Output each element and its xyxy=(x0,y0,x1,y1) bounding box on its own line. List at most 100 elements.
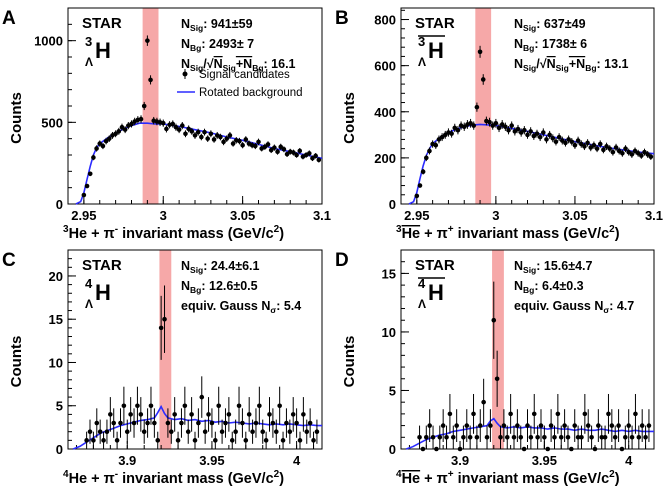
signal-point xyxy=(484,434,490,440)
signal-point xyxy=(552,434,557,440)
x-axis-label: 4He + π- invariant mass (GeV/c2) xyxy=(63,469,284,487)
x-tick-label: 3.1 xyxy=(313,208,331,223)
signal-point xyxy=(496,125,502,131)
stat-subscript: σ xyxy=(603,305,609,315)
y-tick-label: 5 xyxy=(389,383,396,398)
signal-point xyxy=(219,429,225,434)
signal-point xyxy=(257,403,262,409)
signal-window-band xyxy=(475,8,492,204)
signal-point xyxy=(290,412,296,417)
x-label-mass-number: 4 xyxy=(396,469,402,480)
signal-point xyxy=(548,423,554,428)
signal-point xyxy=(626,149,631,155)
signal-point xyxy=(240,142,245,148)
signal-point xyxy=(267,412,272,417)
stat-sqrt-sub1: Sig xyxy=(223,63,236,73)
stat-line: NSig: 15.6±4.7 xyxy=(514,259,593,275)
x-label-mass-number: 3 xyxy=(63,224,69,235)
signal-point xyxy=(569,139,575,145)
signal-point xyxy=(512,129,518,134)
x-axis-label: 3He + π- invariant mass (GeV/c2) xyxy=(63,224,284,242)
y-tick-label: 5 xyxy=(56,399,63,414)
signal-point xyxy=(205,136,210,141)
signal-point xyxy=(547,132,552,138)
stat-label: equiv. Gauss N xyxy=(514,299,603,313)
signal-point xyxy=(128,412,133,417)
signal-point xyxy=(545,446,551,452)
signal-point xyxy=(544,137,549,142)
signal-point xyxy=(164,126,169,132)
signal-point xyxy=(503,124,508,130)
signal-point xyxy=(262,144,268,150)
stat-subscript: Sig xyxy=(190,23,203,33)
signal-point xyxy=(620,150,625,156)
signal-point xyxy=(307,151,312,156)
signal-point xyxy=(471,123,477,128)
x-label-mass-number: 4 xyxy=(63,469,69,480)
stat-line: NBg: 1738± 6 xyxy=(514,37,587,53)
signal-point xyxy=(94,146,99,151)
particle-symbol: H xyxy=(428,280,444,305)
x-label-helium: He xyxy=(402,471,421,487)
signal-point xyxy=(211,137,217,142)
signal-point xyxy=(179,420,184,426)
x-label-pion-charge: + xyxy=(448,224,454,235)
signal-point xyxy=(481,399,486,405)
signal-point xyxy=(420,169,426,175)
stat-sqrt-sub1: Sig xyxy=(556,63,569,73)
signal-point xyxy=(148,403,154,409)
signal-point xyxy=(273,429,279,434)
signal-point xyxy=(434,446,439,452)
panel-letter: C xyxy=(2,250,16,271)
stat-label: N xyxy=(514,37,523,51)
signal-point xyxy=(427,148,432,154)
star-label: STAR xyxy=(415,15,455,32)
signal-point xyxy=(490,123,496,128)
x-label-end: ) xyxy=(279,471,284,487)
signal-point xyxy=(138,116,144,122)
signal-point xyxy=(185,429,191,434)
signal-point xyxy=(607,146,613,151)
signal-point xyxy=(158,325,164,331)
signal-point xyxy=(268,147,274,153)
x-label-pion: π xyxy=(437,226,448,242)
signal-point xyxy=(518,130,524,135)
signal-point xyxy=(455,127,461,133)
signal-point xyxy=(430,434,436,440)
signal-point xyxy=(639,423,645,428)
y-axis-label: Counts xyxy=(8,92,25,144)
signal-point xyxy=(111,420,117,426)
signal-point xyxy=(236,403,242,409)
x-tick-label: 2.95 xyxy=(71,208,96,223)
x-label-helium: He xyxy=(402,226,421,242)
x-label-mass-number: 3 xyxy=(396,224,402,235)
signal-point xyxy=(508,411,513,417)
x-tick-label: 3.05 xyxy=(230,208,255,223)
y-tick-label: 0 xyxy=(56,197,63,212)
signal-point xyxy=(518,434,524,440)
stat-line: equiv. Gauss Nσ: 5.4 xyxy=(181,299,301,315)
signal-point xyxy=(550,135,556,141)
x-tick-label: 4 xyxy=(625,453,633,468)
stat-sqrt: /√ xyxy=(536,57,546,71)
signal-point xyxy=(246,412,252,417)
signal-point xyxy=(101,438,106,443)
x-tick-label: 3 xyxy=(160,208,167,223)
signal-point xyxy=(506,127,511,133)
signal-point xyxy=(175,438,181,443)
x-label-plus: + xyxy=(87,226,104,242)
signal-point xyxy=(537,134,543,140)
signal-point xyxy=(633,411,638,417)
signal-point xyxy=(498,434,503,440)
signal-point xyxy=(294,420,299,426)
signal-point xyxy=(280,438,286,443)
signal-point xyxy=(575,138,581,143)
stat-subscript: Sig xyxy=(523,265,536,275)
x-label-plus: + xyxy=(420,471,437,487)
particle-subscript: Λ xyxy=(418,297,426,311)
signal-point xyxy=(454,423,459,428)
particle-mass-number: 4 xyxy=(85,276,93,291)
